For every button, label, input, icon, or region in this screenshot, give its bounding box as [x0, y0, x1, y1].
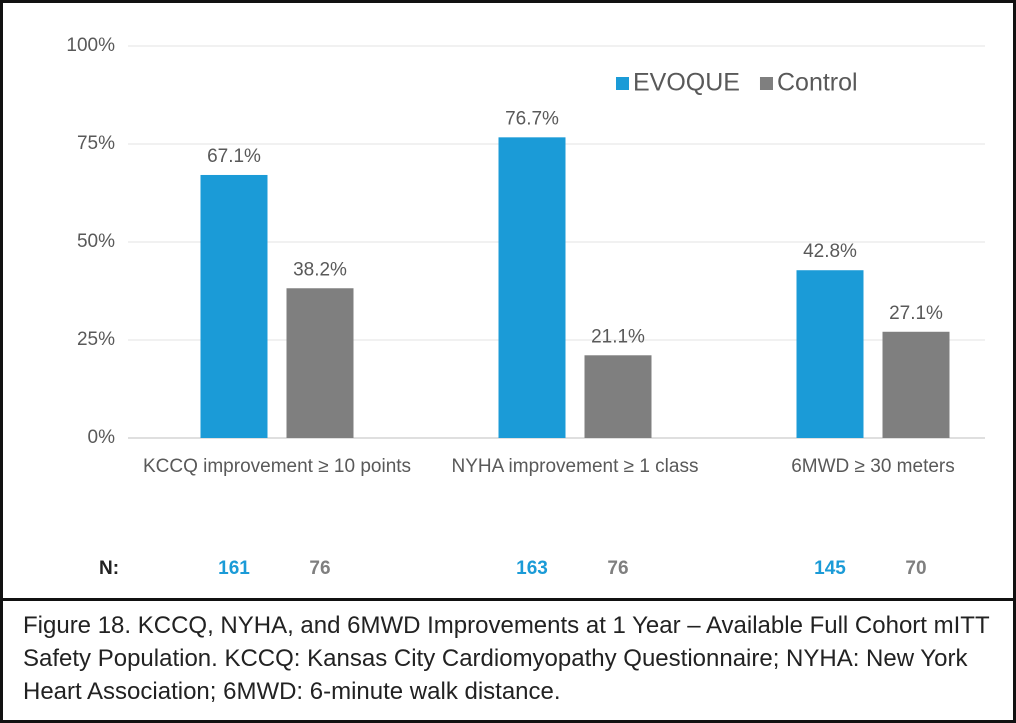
legend-label: Control	[777, 69, 858, 97]
x-tick-label: NYHA improvement ≥ 1 class	[451, 456, 699, 477]
y-tick-label: 0%	[88, 427, 116, 448]
x-tick-label-box: NYHA improvement ≥ 1 class	[451, 456, 699, 477]
n-value: 161	[218, 558, 250, 579]
bar	[200, 174, 268, 438]
value-label: 67.1%	[207, 146, 261, 167]
y-tick-label: 100%	[66, 35, 115, 56]
x-tick-label-box: 6MWD ≥ 30 meters	[791, 456, 955, 477]
x-tick-label-box: KCCQ improvement ≥ 10 points	[142, 456, 412, 477]
legend-marker	[616, 77, 629, 90]
n-label: N:	[99, 558, 119, 579]
bar	[498, 137, 566, 438]
x-tick-label: KCCQ improvement ≥ 10 points	[142, 456, 412, 477]
x-tick-label: 6MWD ≥ 30 meters	[791, 456, 955, 477]
y-tick-label: 75%	[77, 133, 115, 154]
bar	[584, 355, 652, 438]
legend-marker	[759, 77, 773, 90]
n-value: 145	[814, 558, 846, 579]
n-value: 163	[516, 558, 548, 579]
value-label: 42.8%	[803, 241, 857, 262]
y-tick-label: 25%	[77, 329, 115, 350]
bar	[286, 288, 354, 438]
chart: 0% 25% 50% 75% 100% N: KCCQ improvement ≥ 10 p…	[66, 35, 985, 579]
separator	[3, 598, 1013, 601]
n-value: 70	[905, 558, 926, 579]
y-tick-label: 50%	[77, 231, 115, 252]
value-label: 21.1%	[591, 326, 645, 347]
value-label: 76.7%	[505, 108, 559, 129]
value-label: 27.1%	[889, 303, 943, 324]
bar	[796, 270, 864, 438]
bar	[882, 331, 950, 438]
n-value: 76	[309, 558, 330, 579]
n-value: 76	[607, 558, 628, 579]
caption: Figure 18. KCCQ, NYHA, and 6MWD Improvem…	[23, 612, 990, 705]
value-label: 38.2%	[293, 259, 347, 280]
legend-label: EVOQUE	[633, 69, 740, 97]
